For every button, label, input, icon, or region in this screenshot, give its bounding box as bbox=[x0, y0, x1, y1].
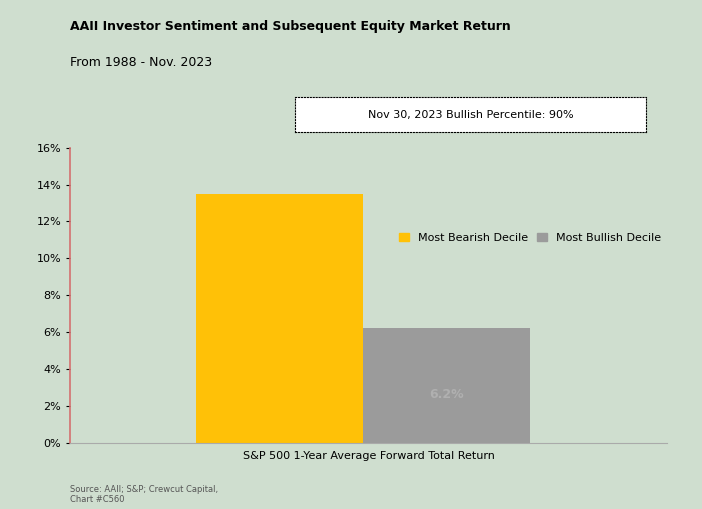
Text: 6.2%: 6.2% bbox=[429, 388, 463, 401]
X-axis label: S&P 500 1-Year Average Forward Total Return: S&P 500 1-Year Average Forward Total Ret… bbox=[243, 451, 494, 461]
Text: From 1988 - Nov. 2023: From 1988 - Nov. 2023 bbox=[70, 56, 212, 69]
Text: Source: AAII; S&P; Crewcut Capital,
Chart #C560: Source: AAII; S&P; Crewcut Capital, Char… bbox=[70, 485, 218, 504]
Bar bbox=[195, 194, 362, 443]
Text: AAII Investor Sentiment and Subsequent Equity Market Return: AAII Investor Sentiment and Subsequent E… bbox=[70, 20, 511, 34]
Text: Nov 30, 2023 Bullish Percentile: 90%: Nov 30, 2023 Bullish Percentile: 90% bbox=[368, 109, 573, 120]
Legend: Most Bearish Decile, Most Bullish Decile: Most Bearish Decile, Most Bullish Decile bbox=[399, 233, 661, 243]
Bar bbox=[362, 328, 530, 443]
Text: 13.5%: 13.5% bbox=[258, 332, 300, 345]
